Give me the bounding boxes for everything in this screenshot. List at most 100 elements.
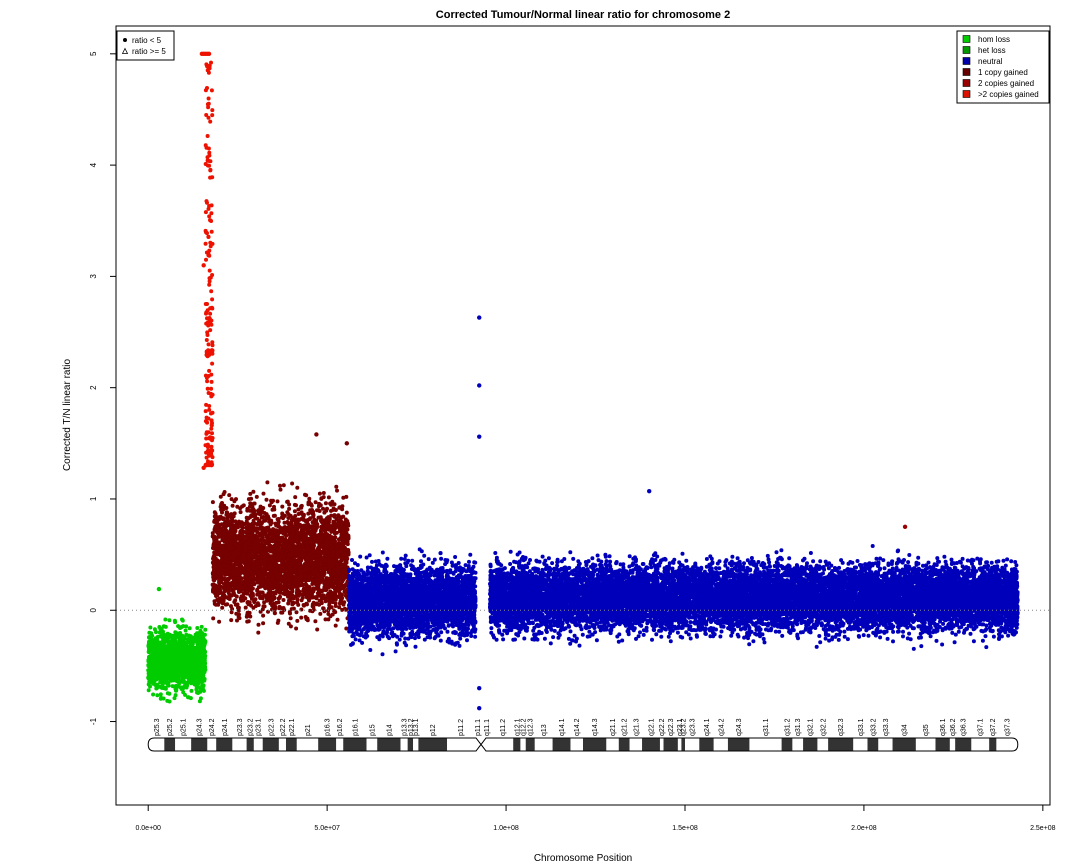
- data-point: [255, 495, 259, 499]
- data-point: [147, 645, 151, 649]
- data-point: [209, 244, 213, 248]
- data-point: [335, 543, 339, 547]
- data-point: [163, 618, 167, 622]
- data-point: [208, 241, 212, 245]
- data-point: [178, 626, 182, 630]
- data-point: [205, 379, 209, 383]
- data-point: [209, 211, 213, 215]
- data-point: [318, 550, 322, 554]
- data-point: [320, 570, 324, 574]
- data-point: [207, 404, 211, 408]
- data-point: [228, 555, 232, 559]
- data-point: [313, 569, 317, 573]
- data-point: [263, 586, 267, 590]
- data-point: [301, 573, 305, 577]
- data-point: [319, 545, 323, 549]
- data-point: [181, 664, 185, 668]
- data-point: [205, 330, 209, 334]
- data-point: [311, 520, 315, 524]
- data-point: [153, 668, 157, 672]
- data-point: [173, 630, 177, 634]
- data-points: [146, 52, 1020, 711]
- data-point: [185, 670, 189, 674]
- data-point: [299, 616, 303, 620]
- data-point: [212, 568, 216, 572]
- data-point: [210, 230, 214, 234]
- data-point: [231, 567, 235, 571]
- data-point: [210, 362, 214, 366]
- data-point: [204, 210, 208, 214]
- data-point: [192, 646, 196, 650]
- data-point: [336, 618, 340, 622]
- data-point: [207, 283, 211, 287]
- data-point: [155, 662, 159, 666]
- data-point: [204, 258, 208, 262]
- data-point: [224, 564, 228, 568]
- data-point: [290, 535, 294, 539]
- data-point: [324, 554, 328, 558]
- data-point: [204, 409, 208, 413]
- data-point: [177, 638, 181, 642]
- data-point: [317, 502, 321, 506]
- data-point: [257, 623, 261, 627]
- data-point: [204, 312, 208, 316]
- data-point: [208, 176, 212, 180]
- data-point: [293, 554, 297, 558]
- data-point: [277, 536, 281, 540]
- data-point: [337, 537, 341, 541]
- data-point: [163, 640, 167, 644]
- data-point: [176, 652, 180, 656]
- data-point: [340, 504, 344, 508]
- data-point: [252, 519, 256, 523]
- data-point: [247, 587, 251, 591]
- data-point: [300, 598, 304, 602]
- data-point: [189, 662, 193, 666]
- data-point: [157, 625, 161, 629]
- data-point: [209, 387, 213, 391]
- data-point: [321, 588, 325, 592]
- data-point: [208, 279, 212, 283]
- data-point: [203, 670, 207, 674]
- data-point: [162, 697, 166, 701]
- data-point: [208, 269, 212, 273]
- data-point: [209, 276, 213, 280]
- data-point: [240, 557, 244, 561]
- data-point: [345, 511, 349, 515]
- data-point: [217, 581, 221, 585]
- data-point: [312, 553, 316, 557]
- data-point: [192, 657, 196, 661]
- data-point: [257, 603, 261, 607]
- data-point: [246, 535, 250, 539]
- data-point: [208, 120, 212, 124]
- data-point: [282, 598, 286, 602]
- data-point: [247, 602, 251, 606]
- data-point: [159, 692, 163, 696]
- data-point: [173, 619, 177, 623]
- data-point: [232, 600, 236, 604]
- data-point: [228, 520, 232, 524]
- data-point: [252, 565, 256, 569]
- data-point: [178, 658, 182, 662]
- data-point: [206, 102, 210, 106]
- data-point: [282, 606, 286, 610]
- data-point: [318, 574, 322, 578]
- data-point: [296, 508, 300, 512]
- data-point: [169, 678, 173, 682]
- data-point: [155, 648, 159, 652]
- data-point: [290, 589, 294, 593]
- data-point: [146, 676, 150, 680]
- data-point: [231, 504, 235, 508]
- data-point: [239, 510, 243, 514]
- data-point: [242, 568, 246, 572]
- data-point: [188, 647, 192, 651]
- data-point: [292, 596, 296, 600]
- data-point: [210, 423, 214, 427]
- data-point: [149, 631, 153, 635]
- data-point: [320, 528, 324, 532]
- data-point: [245, 592, 249, 596]
- data-point: [147, 688, 151, 692]
- data-point: [319, 536, 323, 540]
- data-point: [206, 445, 210, 449]
- data-point: [234, 497, 238, 501]
- data-point: [166, 691, 170, 695]
